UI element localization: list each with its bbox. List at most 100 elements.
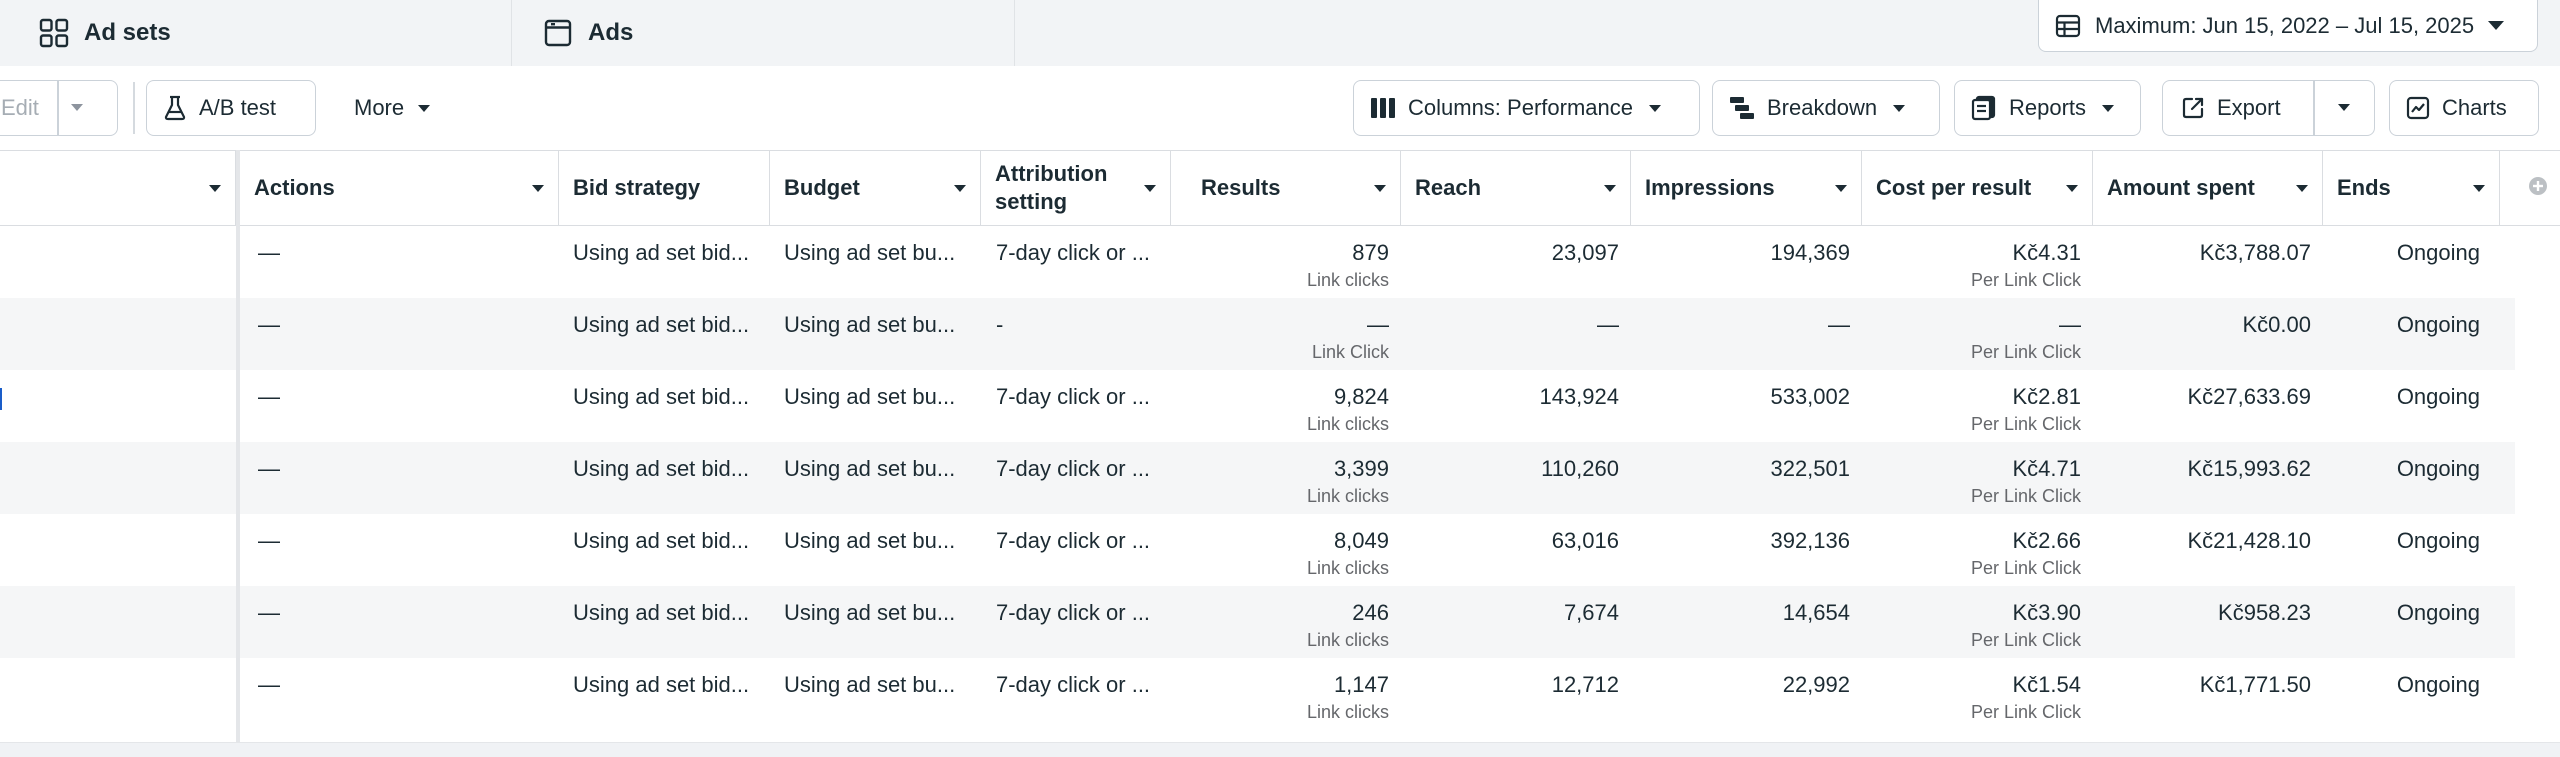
amount-spent-cell: Kč15,993.62 [2187, 456, 2311, 481]
actions-cell: — [258, 456, 280, 481]
column-header-reach[interactable]: Reach [1401, 151, 1631, 225]
more-label: More [354, 95, 405, 120]
add-column-button[interactable] [2515, 151, 2560, 225]
actions-cell: — [258, 240, 280, 265]
column-title: Attribution [995, 161, 1108, 186]
column-header-cost-per-result[interactable]: Cost per result [1862, 151, 2093, 225]
cost-per-result-cell-subtitle: Per Link Click [1970, 486, 2081, 506]
tab-ads[interactable]: Ads [520, 0, 1015, 66]
amount-spent-cell: Kč27,633.69 [2187, 384, 2311, 409]
cost-per-result-cell-subtitle: Per Link Click [1970, 342, 2081, 362]
reports-button[interactable]: Reports [1954, 80, 2141, 136]
attribution-cell: 7-day click or ... [996, 384, 1151, 409]
budget-cell: Using ad set bu... [784, 456, 956, 481]
tab-ads-label: Ads [588, 19, 634, 46]
impressions-cell: 533,002 [1770, 384, 1850, 409]
column-header-results[interactable]: Results [1171, 151, 1401, 225]
ends-cell: Ongoing [2396, 312, 2480, 337]
table-row[interactable]: — Using ad set bid... Using ad set bu... 7-… [0, 226, 2515, 298]
column-header-bid-strategy[interactable]: Bid strategy [559, 151, 770, 225]
sort-caret-icon[interactable] [954, 185, 966, 192]
bid-strategy-cell: Using ad set bid... [573, 672, 750, 697]
table-header: Actions Bid strategy Budget Attribution … [0, 150, 2560, 226]
edit-button[interactable]: Edit [1, 95, 39, 120]
sort-caret-icon[interactable] [2473, 185, 2485, 192]
cost-per-result-cell: Kč4.71 [2012, 456, 2082, 481]
table-row[interactable]: — Using ad set bid... Using ad set bu... 7-… [0, 514, 2515, 586]
breakdown-label: Breakdown [1767, 95, 1878, 120]
table-row[interactable]: — Using ad set bid... Using ad set bu... 7-… [0, 370, 2515, 442]
cost-per-result-cell-subtitle: Per Link Click [1970, 702, 2081, 722]
sort-caret-icon[interactable] [532, 185, 544, 192]
results-cell-subtitle: Link clicks [1306, 414, 1389, 434]
column-header-actions[interactable]: Actions [240, 151, 559, 225]
actions-cell: — [258, 600, 280, 625]
column-header-attribution[interactable]: Attribution setting [981, 151, 1171, 225]
column-header-impressions[interactable]: Impressions [1631, 151, 1862, 225]
reach-cell: 23,097 [1551, 240, 1619, 265]
results-cell: 9,824 [1333, 384, 1389, 409]
column-title: Bid strategy [573, 175, 701, 200]
date-range-label: Maximum: Jun 15, 2022 – Jul 15, 2025 [2095, 12, 2475, 38]
charts-button[interactable]: Charts [2389, 80, 2539, 136]
cost-per-result-cell: — [2059, 312, 2081, 337]
column-header-name[interactable] [0, 151, 236, 225]
export-dropdown-icon[interactable] [2338, 104, 2350, 111]
top-tab-bar: Ad sets Ads Maximum: Jun 15, 2022 – Jul … [0, 0, 2560, 66]
results-cell: 879 [1352, 240, 1389, 265]
more-button[interactable]: More [340, 80, 431, 136]
column-title: Budget [784, 175, 860, 200]
sort-caret-icon[interactable] [1144, 185, 1156, 192]
ab-test-label: A/B test [199, 95, 277, 120]
table-row[interactable]: — Using ad set bid... Using ad set bu... 7-… [0, 586, 2515, 658]
sort-caret-icon[interactable] [2066, 185, 2078, 192]
results-cell: — [1367, 312, 1389, 337]
column-header-budget[interactable]: Budget [770, 151, 981, 225]
cost-per-result-cell: Kč2.66 [2012, 528, 2082, 553]
impressions-cell: 392,136 [1770, 528, 1850, 553]
table-row[interactable]: — Using ad set bid... Using ad set bu... 7-… [0, 658, 2515, 730]
actions-cell: — [258, 384, 280, 409]
ab-test-button[interactable]: A/B test [146, 80, 316, 136]
export-button[interactable]: Export [2181, 95, 2281, 121]
table-row[interactable]: — Using ad set bid... Using ad set bu... 7-… [0, 442, 2515, 514]
edit-dropdown-icon[interactable] [71, 104, 83, 111]
table-row[interactable]: — Using ad set bid... Using ad set bu... - —… [0, 298, 2515, 370]
results-cell: 8,049 [1333, 528, 1389, 553]
column-title: Results [1201, 175, 1281, 200]
tab-ad-sets[interactable]: Ad sets [0, 0, 512, 66]
column-header-ends[interactable]: Ends [2323, 151, 2500, 225]
chart-icon [2406, 96, 2430, 120]
sort-caret-icon[interactable] [1374, 185, 1386, 192]
edit-button-group[interactable]: Edit [0, 80, 118, 136]
bid-strategy-cell: Using ad set bid... [573, 384, 750, 409]
plus-circle-icon [2528, 176, 2548, 201]
cost-per-result-cell: Kč3.90 [2012, 600, 2082, 625]
cost-per-result-cell: Kč2.81 [2012, 384, 2082, 409]
sort-caret-icon[interactable] [2296, 185, 2308, 192]
column-title: Cost per result [1876, 175, 2032, 200]
budget-cell: Using ad set bu... [784, 672, 956, 697]
date-range-picker[interactable]: Maximum: Jun 15, 2022 – Jul 15, 2025 [2038, 0, 2538, 52]
ends-cell: Ongoing [2396, 384, 2480, 409]
horizontal-scrollbar[interactable] [0, 742, 2560, 757]
columns-icon [1370, 97, 1396, 119]
reach-cell: — [1597, 312, 1619, 337]
sort-caret-icon[interactable] [1835, 185, 1847, 192]
budget-cell: Using ad set bu... [784, 528, 956, 553]
export-button-group[interactable]: Export [2162, 80, 2375, 136]
chevron-down-icon [1648, 104, 1661, 112]
reach-cell: 143,924 [1539, 384, 1619, 409]
bid-strategy-cell: Using ad set bid... [573, 456, 750, 481]
sort-caret-icon[interactable] [209, 185, 221, 192]
amount-spent-cell: Kč0.00 [2242, 312, 2312, 337]
columns-label: Columns: Performance [1408, 95, 1633, 120]
impressions-cell: 194,369 [1770, 240, 1850, 265]
sort-caret-icon[interactable] [1604, 185, 1616, 192]
breakdown-button[interactable]: Breakdown [1712, 80, 1940, 136]
columns-button[interactable]: Columns: Performance [1353, 80, 1700, 136]
column-header-amount-spent[interactable]: Amount spent [2093, 151, 2323, 225]
attribution-cell: - [996, 312, 1004, 337]
results-cell-subtitle: Link clicks [1306, 558, 1389, 578]
column-title: setting [995, 189, 1068, 214]
